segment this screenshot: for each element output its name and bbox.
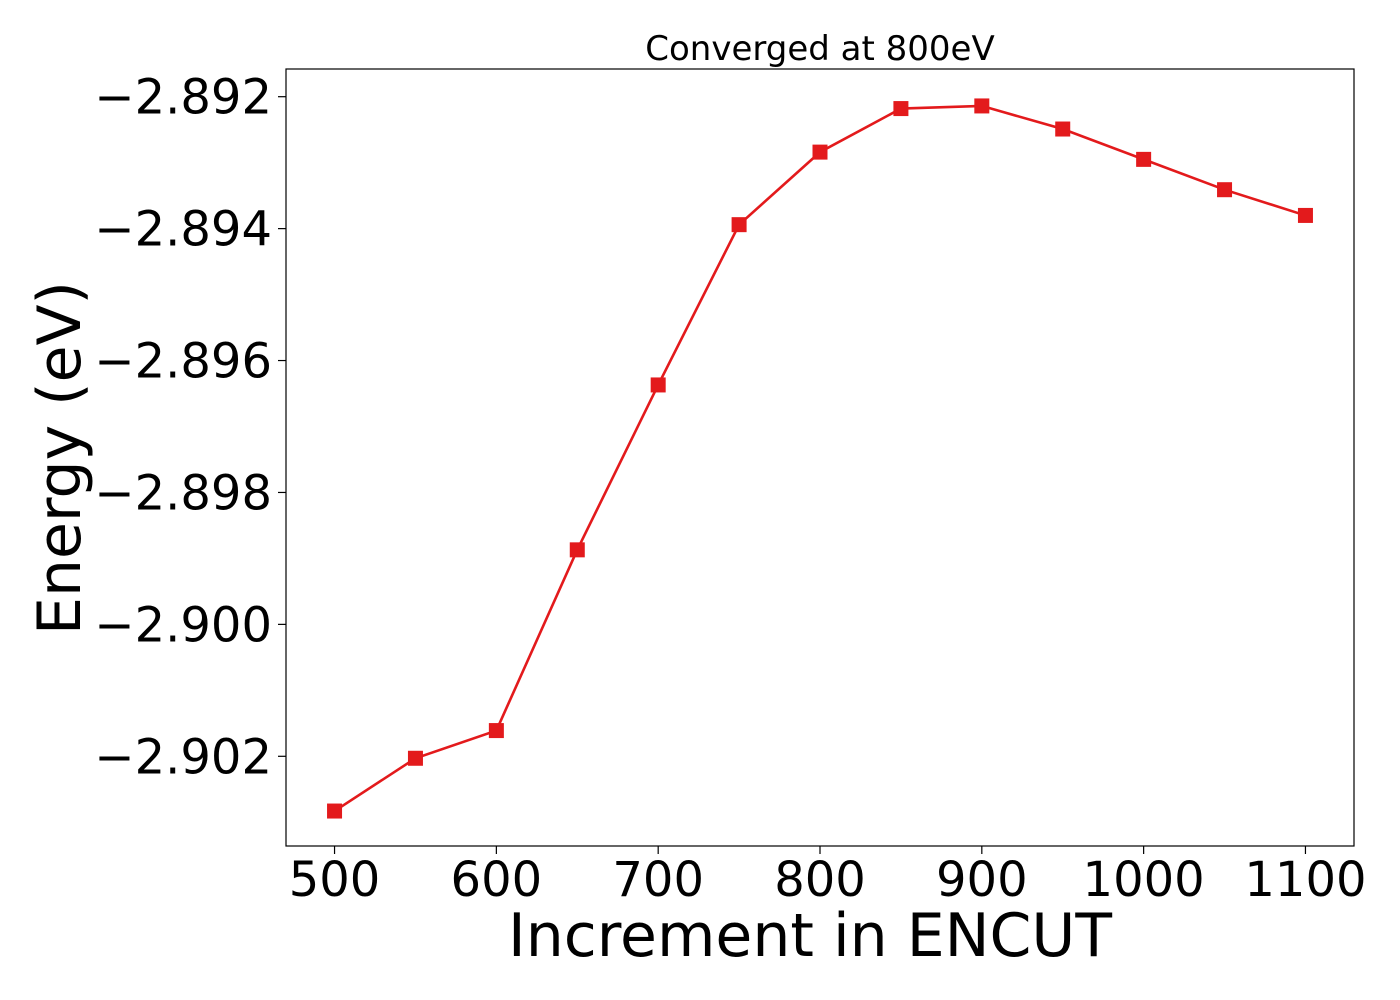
y-axis-label: Energy (eV)	[25, 281, 95, 635]
data-point	[569, 542, 585, 558]
series-group	[327, 98, 1313, 819]
data-point	[1297, 207, 1313, 223]
x-tick-label: 1100	[1244, 852, 1366, 908]
x-tick-label: 700	[612, 852, 704, 908]
data-point	[407, 750, 423, 766]
x-axis-label: Increment in ENCUT	[508, 901, 1112, 971]
y-tick-label: −2.902	[94, 729, 272, 785]
data-point	[731, 217, 747, 233]
x-tick-label: 900	[936, 852, 1028, 908]
data-point	[1136, 151, 1152, 167]
data-point	[974, 98, 990, 114]
y-tick-label: −2.896	[94, 334, 272, 390]
data-point	[1217, 182, 1233, 198]
x-axis: 500 600 700 800 900 1000 1100	[289, 846, 1367, 908]
y-tick-label: −2.892	[94, 70, 272, 126]
data-point	[812, 144, 828, 160]
data-point	[1055, 121, 1071, 137]
y-tick-label: −2.894	[94, 202, 272, 258]
x-tick-label: 1000	[1083, 852, 1205, 908]
plot-frame	[285, 68, 1355, 847]
x-tick-label: 800	[774, 852, 866, 908]
data-point	[488, 723, 504, 739]
chart-title: Converged at 800eV	[645, 29, 994, 69]
y-tick-label: −2.898	[94, 465, 272, 521]
x-tick-label: 600	[451, 852, 543, 908]
y-axis: −2.902 −2.900 −2.898 −2.896 −2.894 −2.892	[94, 70, 286, 785]
y-tick-label: −2.900	[94, 597, 272, 653]
data-point	[893, 101, 909, 117]
data-point	[327, 803, 343, 819]
x-tick-label: 500	[289, 852, 381, 908]
series-line	[333, 104, 1306, 813]
data-point	[650, 377, 666, 393]
